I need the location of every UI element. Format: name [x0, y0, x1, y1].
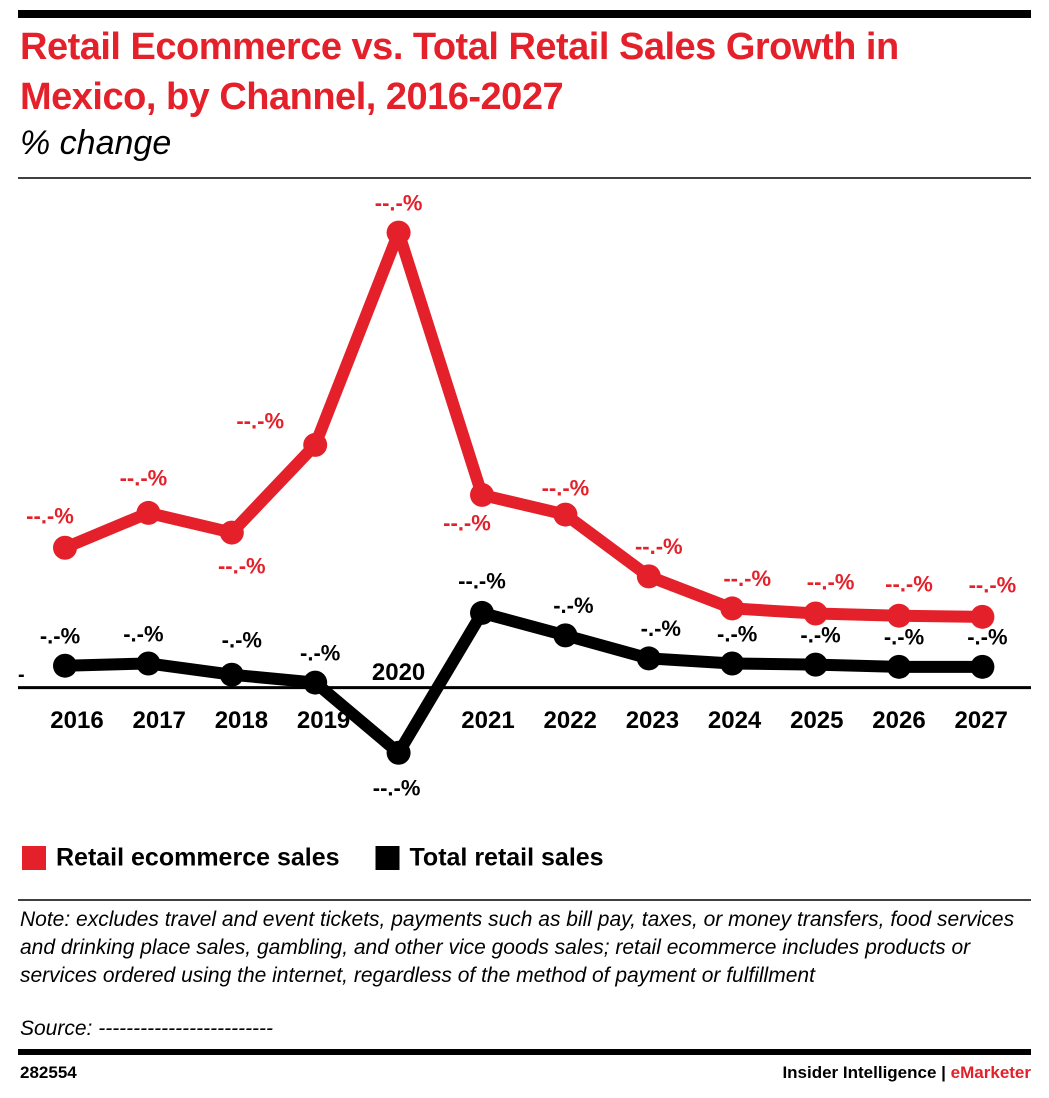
point — [887, 603, 911, 628]
point — [53, 535, 77, 560]
top-bar — [18, 10, 1031, 18]
chart-title: Retail Ecommerce vs. Total Retail Sales … — [20, 26, 899, 118]
x-tick-label: 2022 — [544, 707, 597, 734]
data-label: --.-% — [635, 534, 683, 559]
data-label: -.-% — [717, 621, 757, 646]
point — [219, 662, 244, 687]
point — [136, 500, 161, 525]
footer-brand: Insider Intelligence | eMarketer — [782, 1063, 1031, 1083]
source: Source: ------------------------- — [20, 1017, 274, 1040]
point — [970, 654, 995, 679]
point — [53, 653, 77, 678]
point — [553, 502, 578, 527]
data-label: --.-% — [807, 569, 855, 594]
x-tick-label: 2017 — [133, 707, 186, 734]
data-label: --.-% — [458, 569, 506, 594]
data-label: -.-% — [300, 640, 340, 665]
data-label: -.-% — [40, 624, 80, 649]
point — [553, 623, 578, 648]
data-label: -.-% — [884, 625, 924, 650]
line — [64, 606, 983, 759]
data-label: -.-% — [967, 625, 1007, 650]
x-tick-label: 2027 — [955, 707, 1008, 734]
x-tick-label: 2026 — [872, 707, 925, 734]
point — [887, 654, 911, 679]
product: eMarketer — [950, 1063, 1031, 1082]
point — [470, 482, 494, 507]
note: Note: excludes travel and event tickets,… — [20, 908, 1015, 987]
data-label: --.-% — [218, 553, 266, 578]
point — [386, 220, 411, 245]
point — [636, 564, 661, 589]
data-label: --.-% — [542, 475, 590, 500]
data-label: -.-% — [222, 628, 262, 653]
x-tick-label: 2018 — [215, 707, 268, 734]
x-tick-label: 2016 — [50, 707, 103, 734]
point — [386, 740, 411, 765]
data-label: --.-% — [26, 504, 74, 529]
point — [470, 600, 494, 625]
point — [970, 604, 995, 629]
data-label: --.-% — [885, 572, 933, 597]
data-label: --.-% — [723, 566, 771, 591]
data-label: --.-% — [969, 573, 1017, 598]
legend-swatch — [22, 846, 46, 870]
x-tick-label: 2023 — [626, 707, 679, 734]
data-label: --.-% — [443, 511, 491, 536]
point — [303, 670, 328, 695]
legend-label: Retail ecommerce sales — [56, 844, 340, 872]
point — [136, 651, 161, 676]
legend-label: Total retail sales — [410, 844, 604, 872]
point — [720, 651, 745, 676]
data-label: --.-% — [120, 466, 168, 491]
x-tick-label: 2021 — [461, 707, 514, 734]
x-tick-label: 2025 — [790, 707, 843, 734]
data-label: --.-% — [375, 190, 423, 215]
chart-subtitle: % change — [20, 124, 172, 162]
data-label: -.-% — [800, 622, 840, 647]
point — [219, 520, 244, 545]
line — [62, 226, 983, 623]
data-label: --.-% — [373, 776, 421, 801]
legend-swatch — [375, 846, 400, 870]
point — [303, 432, 328, 457]
brand: Insider Intelligence — [782, 1063, 937, 1082]
bottom-bar — [18, 1049, 1031, 1055]
point — [803, 601, 828, 626]
separator: | — [941, 1063, 946, 1082]
point — [636, 646, 661, 671]
data-label: -.-% — [123, 621, 163, 646]
point — [720, 596, 745, 621]
x-tick-label: 2024 — [708, 707, 762, 734]
x-tick-label: 2020 — [372, 659, 425, 686]
data-label: -.-% — [553, 593, 593, 618]
y-tick-label: - — [18, 664, 25, 686]
footer-id: 282554 — [20, 1063, 77, 1082]
data-label: --.-% — [236, 409, 284, 434]
point — [803, 652, 828, 677]
data-label: -.-% — [641, 616, 681, 641]
